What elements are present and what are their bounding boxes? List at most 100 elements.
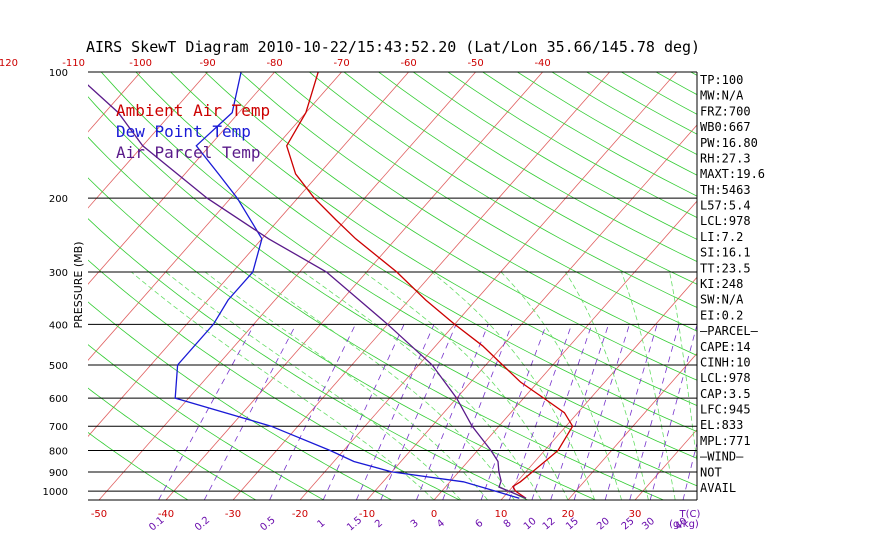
dry-adiabat-line [309, 72, 697, 308]
index-label: CAPE:14 [700, 340, 751, 354]
index-label: FRZ:700 [700, 104, 751, 118]
moist-adiabat-line [621, 271, 676, 500]
top-temp-tick-label: -100 [129, 58, 152, 69]
isotherm-line [165, 72, 543, 500]
mixing-ratio-line [629, 324, 680, 500]
index-label: AVAIL [700, 481, 736, 495]
mixing-ratio-line [380, 324, 457, 500]
mixing-ratio-tick-label: 0.2 [193, 515, 212, 534]
dry-adiabat-line [274, 72, 697, 332]
dry-adiabat-line [343, 72, 697, 285]
index-label: SW:N/A [700, 293, 744, 307]
legend-ambient: Ambient Air Temp [116, 101, 270, 120]
mixing-ratio-tick-label: 0.5 [258, 515, 277, 534]
pressure-tick-label: 500 [49, 361, 68, 372]
index-label: MW:N/A [700, 89, 744, 103]
index-label: MPL:771 [700, 434, 751, 448]
top-temp-tick-label: -70 [333, 58, 349, 69]
bottom-temp-tick-label: -10 [359, 509, 375, 520]
parcel-temp-line [88, 84, 527, 499]
isotherm-line [88, 72, 409, 437]
index-label: TP:100 [700, 73, 743, 87]
moist-adiabat-line [165, 271, 462, 500]
isotherm-line [769, 72, 870, 500]
isotherm-line [88, 72, 275, 285]
bottom-temp-tick-label: -50 [91, 509, 107, 520]
pressure-tick-label: 200 [49, 194, 68, 205]
dry-adiabat-line [88, 344, 324, 500]
top-temp-tick-label: -60 [400, 58, 416, 69]
background-grid [88, 72, 870, 500]
mixing-ratio-unit-label: (g/kg) [669, 519, 699, 530]
moist-adiabat-line [564, 271, 649, 500]
legend-dew: Dew Point Temp [116, 122, 251, 141]
dry-adiabat-line [100, 72, 697, 459]
index-label: –WIND– [700, 450, 744, 464]
pressure-tick-label: 900 [49, 468, 68, 479]
index-label: TH:5463 [700, 183, 751, 197]
legend: Ambient Air Temp Dew Point Temp Air Parc… [116, 101, 270, 162]
temp-unit-label: T(C) [679, 509, 701, 520]
moist-adiabat-line [500, 271, 622, 500]
index-label: EI:0.2 [700, 308, 743, 322]
mixing-ratio-tick-label: 1 [316, 518, 328, 531]
moist-adiabat-line [131, 271, 435, 500]
ambient-temp-line [285, 72, 574, 499]
mixing-ratio-tick-label: 30 [640, 516, 657, 533]
dry-adiabat-line [88, 136, 664, 500]
moist-adiabat-line [669, 271, 697, 465]
dry-adiabat-line [760, 72, 870, 500]
y-axis-label: PRESSURE (MB) [72, 242, 85, 329]
profile-curves [88, 72, 574, 499]
index-label: LCL:978 [700, 214, 751, 228]
mixing-ratio-tick-label: 8 [502, 518, 514, 531]
dry-adiabat-line [170, 72, 697, 407]
pressure-tick-label: 1000 [43, 487, 68, 498]
dry-adiabat-line [413, 72, 697, 240]
index-label: LI:7.2 [700, 230, 743, 244]
top-temp-tick-label: -110 [62, 58, 85, 69]
index-label: LFC:945 [700, 403, 751, 417]
pressure-tick-label: 300 [49, 268, 68, 279]
index-label: KI:248 [700, 277, 743, 291]
bottom-temp-tick-label: -40 [158, 509, 174, 520]
moist-adiabat-line [363, 271, 569, 500]
mixing-ratio-line [203, 324, 297, 500]
isotherm-line [836, 72, 870, 500]
dry-adiabat-line [88, 259, 460, 500]
bottom-temp-tick-label: 10 [495, 509, 508, 520]
top-temp-tick-label: -40 [534, 58, 550, 69]
mixing-ratio-tick-label: 6 [474, 518, 486, 531]
isotherm-line [433, 200, 697, 500]
isotherm-line [567, 352, 697, 500]
mixing-ratio-tick-label: 3 [409, 518, 421, 531]
top-temp-tick-label: -120 [0, 58, 18, 69]
legend-parcel: Air Parcel Temp [116, 143, 261, 162]
mixing-ratio-tick-label: 12 [541, 516, 558, 533]
moist-adiabat-line [204, 271, 488, 500]
isotherm-line [500, 276, 697, 500]
mixing-ratio-tick-label: 2 [373, 518, 385, 531]
moist-adiabat-line [431, 271, 596, 500]
mixing-ratio-line [649, 324, 697, 500]
dry-adiabat-line [88, 218, 528, 500]
pressure-tick-label: 100 [49, 68, 68, 79]
index-label: RH:27.3 [700, 151, 751, 165]
dry-adiabat-line [88, 96, 697, 487]
bottom-temp-tick-label: -20 [292, 509, 308, 520]
dry-adiabat-line [239, 72, 697, 356]
index-label: –PARCEL– [700, 324, 759, 338]
mixing-ratio-line [480, 324, 547, 500]
dry-adiabat-line [135, 72, 697, 433]
isotherm-line [232, 72, 610, 500]
mixing-ratio-tick-label: 10 [522, 516, 539, 533]
mixing-ratio-tick-label: 20 [595, 516, 612, 533]
dry-adiabat-line [88, 177, 596, 500]
dry-adiabat-line [378, 72, 697, 263]
pressure-tick-label: 700 [49, 422, 68, 433]
bottom-temp-tick-label: 30 [629, 509, 642, 520]
dry-adiabat-line [88, 431, 189, 500]
index-label: LCL:978 [700, 371, 751, 385]
